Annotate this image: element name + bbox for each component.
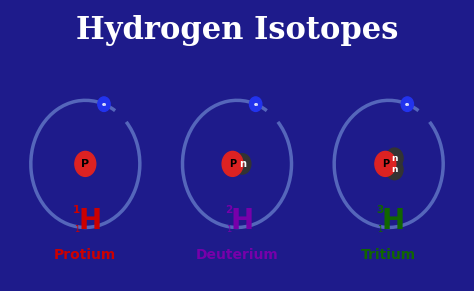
Text: Hydrogen Isotopes: Hydrogen Isotopes — [76, 15, 398, 46]
Ellipse shape — [222, 151, 243, 176]
Text: n: n — [391, 165, 398, 174]
Text: H: H — [79, 207, 101, 235]
Text: Protium: Protium — [54, 248, 117, 262]
Text: 1: 1 — [226, 225, 231, 234]
Ellipse shape — [249, 97, 262, 111]
Text: P: P — [81, 159, 90, 169]
Text: H: H — [382, 207, 405, 235]
Text: n: n — [391, 154, 398, 163]
Ellipse shape — [401, 97, 413, 111]
Ellipse shape — [98, 97, 110, 111]
Ellipse shape — [386, 148, 403, 168]
Text: n: n — [239, 159, 246, 169]
Text: 1: 1 — [73, 205, 81, 215]
Text: H: H — [230, 207, 253, 235]
Text: e: e — [254, 102, 258, 107]
Text: P: P — [229, 159, 236, 169]
Ellipse shape — [386, 159, 403, 180]
Text: e: e — [405, 102, 410, 107]
Text: 1: 1 — [377, 225, 383, 234]
Ellipse shape — [75, 151, 96, 176]
Ellipse shape — [234, 154, 251, 174]
Text: Tritium: Tritium — [361, 248, 416, 262]
Text: 1: 1 — [74, 225, 80, 234]
Text: 3: 3 — [376, 205, 384, 215]
Text: e: e — [102, 102, 106, 107]
Ellipse shape — [375, 151, 396, 176]
Text: Deuterium: Deuterium — [196, 248, 278, 262]
Text: P: P — [382, 159, 389, 169]
Text: 2: 2 — [225, 205, 232, 215]
